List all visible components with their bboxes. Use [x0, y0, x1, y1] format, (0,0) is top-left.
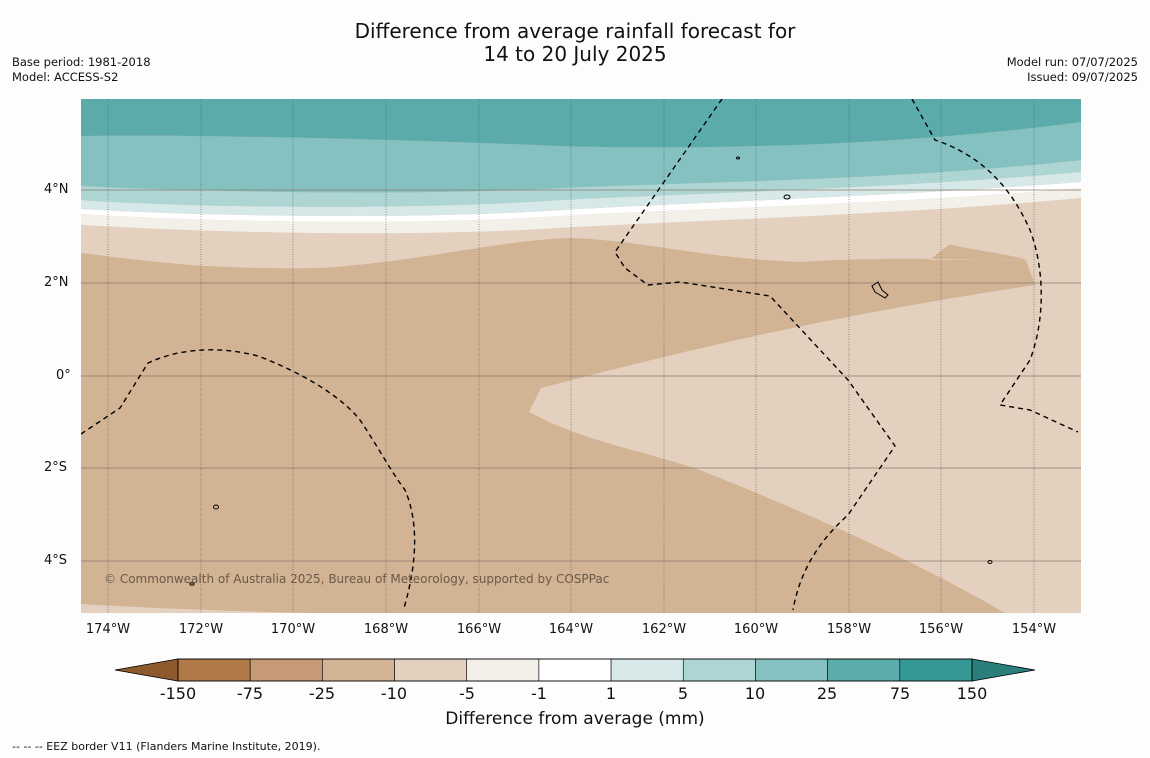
colorbar-segment: [177, 658, 251, 682]
lon-label-162w: 162°W: [641, 622, 687, 637]
lat-label-4n: 4°N: [44, 182, 69, 197]
lat-label-2n: 2°N: [44, 275, 69, 290]
lat-label-eq: 0°: [56, 368, 71, 383]
colorbar-frame: [177, 658, 973, 682]
island-north: [783, 194, 791, 200]
island-christmas: [871, 281, 889, 299]
title-line-2: 14 to 20 July 2025: [483, 42, 667, 66]
title-line-1: Difference from average rainfall forecas…: [354, 19, 796, 43]
colorbar-extend-high: [971, 658, 1036, 682]
cbar-tick-label: -1: [531, 684, 547, 703]
eez-footnote: -- -- -- EEZ border V11 (Flanders Marine…: [12, 740, 321, 753]
colorbar-segment: [466, 658, 540, 682]
metadata-right: Model run: 07/07/2025 Issued: 09/07/2025: [1007, 55, 1138, 85]
colorbar-segment: [899, 658, 973, 682]
cbar-tick-label: -25: [308, 684, 336, 703]
region-minus10-to-minus5-east: [529, 205, 1081, 613]
graticule: [81, 99, 1081, 613]
eez-border-west[interactable]: [81, 349, 416, 609]
cbar-tick-label: 10: [744, 684, 766, 703]
eez-border-central[interactable]: [614, 99, 896, 611]
lon-label-174w: 174°W: [85, 622, 131, 637]
issued-date: Issued: 09/07/2025: [1027, 70, 1138, 84]
region-minus1-to-1: [81, 182, 1081, 222]
island-islet: [736, 156, 740, 160]
eez-border-east[interactable]: [911, 99, 1079, 433]
region-25-to-75: [81, 99, 1081, 148]
colorbar-segment: [538, 658, 612, 682]
colorbar-segment: [610, 658, 684, 682]
cbar-tick-label: -150: [159, 684, 197, 703]
lon-label-168w: 168°W: [363, 622, 409, 637]
lon-label-156w: 156°W: [918, 622, 964, 637]
cbar-tick-label: 1: [605, 684, 617, 703]
cbar-tick-label: -5: [459, 684, 475, 703]
lon-label-154w: 154°W: [1011, 622, 1057, 637]
metadata-left: Base period: 1981-2018 Model: ACCESS-S2: [12, 55, 151, 85]
colorbar-segment: [394, 658, 468, 682]
region-10-to-25: [81, 122, 1081, 193]
colorbar-extend-low: [114, 658, 179, 682]
colorbar-segment: [827, 658, 901, 682]
base-period: Base period: 1981-2018: [12, 55, 151, 69]
island-southwest: [213, 504, 219, 510]
lon-label-158w: 158°W: [826, 622, 872, 637]
colorbar-segment: [682, 658, 756, 682]
eez-borders: [81, 99, 1079, 611]
colorbar-segment: [755, 658, 828, 682]
region-minus10-to-minus5-band: [81, 198, 1081, 269]
region-minus5-to-minus1: [81, 188, 1081, 234]
region-southwest-edge: [81, 604, 320, 613]
island-south: [189, 582, 195, 586]
lon-label-170w: 170°W: [270, 622, 316, 637]
cbar-tick-label: 75: [889, 684, 911, 703]
colorbar: [114, 658, 1036, 682]
colorbar-segment: [249, 658, 323, 682]
colorbar-segments: [177, 658, 973, 682]
lat-label-2s: 2°S: [44, 460, 68, 475]
colorbar-segment: [322, 658, 395, 682]
colorbar-title: Difference from average (mm): [445, 709, 705, 729]
cbar-tick-label: 5: [677, 684, 689, 703]
lon-label-172w: 172°W: [178, 622, 224, 637]
lon-label-164w: 164°W: [548, 622, 594, 637]
island-southeast: [987, 560, 993, 564]
region-1-to-5: [81, 172, 1081, 217]
model-name: Model: ACCESS-S2: [12, 70, 119, 84]
islands: [189, 156, 993, 586]
lat-label-4s: 4°S: [44, 553, 68, 568]
lon-label-160w: 160°W: [733, 622, 779, 637]
cbar-tick-label: 25: [816, 684, 838, 703]
lon-label-166w: 166°W: [456, 622, 502, 637]
cbar-tick-label: 150: [956, 684, 988, 703]
copyright-notice: © Commonwealth of Australia 2025, Bureau…: [104, 572, 610, 586]
region-5-to-10: [81, 160, 1081, 207]
cbar-tick-label: -75: [236, 684, 264, 703]
cbar-tick-label: -10: [380, 684, 408, 703]
map-fill: [81, 99, 1081, 613]
model-run: Model run: 07/07/2025: [1006, 55, 1138, 69]
